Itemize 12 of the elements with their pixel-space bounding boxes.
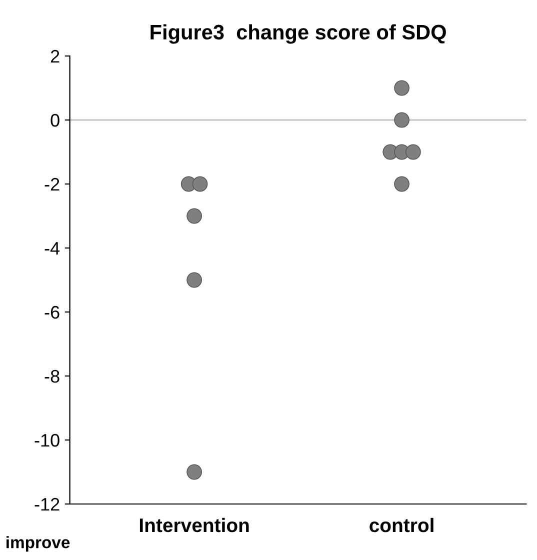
y-tick-label: -12 bbox=[34, 498, 60, 511]
x-tick-label: control bbox=[370, 518, 434, 532]
y-tick-label: -8 bbox=[44, 370, 60, 383]
y-tick-label: -6 bbox=[44, 306, 60, 319]
text: improve bbox=[6, 536, 70, 552]
y-tick-label: 2 bbox=[50, 50, 60, 63]
y-tick-label: -4 bbox=[44, 242, 60, 255]
chart-title: Figure3 change score of SDQ bbox=[150, 24, 446, 44]
y-tick-label: -10 bbox=[34, 434, 60, 447]
x-tick-label: Intervention bbox=[140, 518, 249, 532]
y-tick-label: -2 bbox=[44, 178, 60, 191]
y-tick-label: 0 bbox=[50, 114, 60, 127]
